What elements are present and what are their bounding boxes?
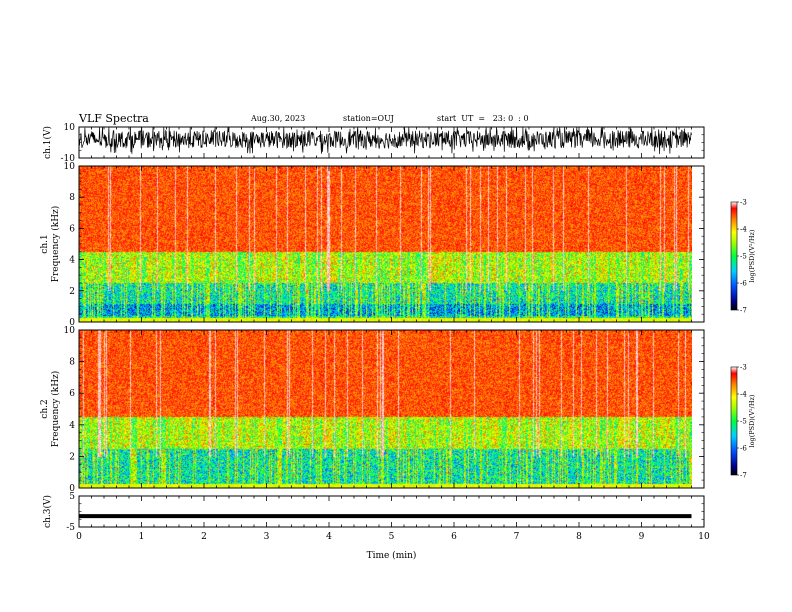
ch2-spectrogram-colorbar-label: log(PSD)(V²/Hz) bbox=[748, 394, 756, 447]
y-tick-label: 6 bbox=[69, 224, 75, 234]
y-tick-label: 2 bbox=[69, 287, 75, 297]
figure-title: VLF Spectra bbox=[79, 112, 149, 125]
ch2-spectrogram-channel-label: ch.2 bbox=[40, 399, 50, 418]
ch1-spectrogram-colorbar bbox=[730, 201, 738, 311]
station-label: station=OUJ bbox=[343, 114, 394, 123]
colorbar-tick-label: -3 bbox=[740, 364, 747, 372]
ch2-spectrogram-image bbox=[79, 330, 692, 488]
y-tick-label: 4 bbox=[69, 421, 75, 431]
colorbar-tick-label: -7 bbox=[740, 472, 747, 480]
x-tick-label: 1 bbox=[139, 532, 145, 542]
ch1-spectrogram-colorbar-label: log(PSD)(V²/Hz) bbox=[748, 229, 756, 282]
y-tick-label: 0 bbox=[69, 484, 75, 494]
y-tick-label: -5 bbox=[66, 523, 75, 533]
colorbars: -3 -4 -5 -6 -7 log(PSD)(V²/Hz) -3 -4 -5 -6 -7 log(P… bbox=[730, 199, 756, 480]
x-tick-label: 9 bbox=[639, 532, 645, 542]
ch1-spectrogram-raster bbox=[79, 166, 692, 322]
ch3-waveform-ylabel: ch.3(V) bbox=[42, 495, 53, 528]
y-tick-label: 10 bbox=[64, 326, 76, 336]
colorbar-tick-label: -6 bbox=[740, 445, 747, 453]
x-tick-label: 0 bbox=[76, 532, 82, 542]
start-time-label: start UT = 23: 0 : 0 bbox=[437, 114, 529, 123]
y-tick-label: 0 bbox=[69, 318, 75, 328]
x-tick-label: 6 bbox=[451, 532, 457, 542]
colorbar-tick-label: -5 bbox=[740, 418, 747, 426]
x-tick-label: 3 bbox=[264, 532, 270, 542]
ch2-spectrogram-ylabel: Frequency (kHz) bbox=[50, 371, 61, 448]
date-label: Aug.30, 2023 bbox=[251, 114, 306, 123]
colorbar-tick-label: -6 bbox=[740, 280, 747, 288]
y-tick-label: 4 bbox=[69, 256, 75, 266]
x-axis-label: Time (min) bbox=[367, 550, 417, 561]
y-tick-label: 10 bbox=[64, 162, 76, 172]
ch2-spectrogram-colorbar bbox=[730, 366, 738, 476]
y-tick-label: 5 bbox=[69, 492, 75, 502]
y-tick-label: 10 bbox=[64, 123, 76, 133]
y-tick-label: 6 bbox=[69, 389, 75, 399]
x-tick-label: 5 bbox=[389, 532, 395, 542]
ch1-waveform-ylabel: ch.1(V) bbox=[42, 126, 53, 159]
ch1-waveform-trace bbox=[78, 126, 692, 155]
x-tick-label: 8 bbox=[576, 532, 582, 542]
x-tick-label: 4 bbox=[326, 532, 332, 542]
y-tick-label: 2 bbox=[69, 452, 75, 462]
y-tick-label: 8 bbox=[69, 358, 75, 368]
ch1-trace bbox=[78, 126, 692, 155]
x-tick-label: 2 bbox=[201, 532, 207, 542]
colorbar-tick-label: -4 bbox=[740, 391, 747, 399]
y-tick-label: -10 bbox=[61, 154, 76, 164]
x-tick-label: 10 bbox=[698, 532, 710, 542]
ch1-spectrogram-image bbox=[79, 166, 692, 322]
colorbar-tick-label: -4 bbox=[740, 226, 747, 234]
colorbar-tick-label: -5 bbox=[740, 253, 747, 261]
x-tick-label: 7 bbox=[514, 532, 520, 542]
colorbar-tick-label: -3 bbox=[740, 199, 747, 207]
y-tick-label: 8 bbox=[69, 193, 75, 203]
ch1-spectrogram-ylabel: Frequency (kHz) bbox=[50, 206, 61, 283]
ch2-spectrogram-raster bbox=[79, 330, 692, 488]
ch1-spectrogram-channel-label: ch.1 bbox=[40, 234, 50, 253]
colorbar-tick-label: -7 bbox=[740, 307, 747, 315]
